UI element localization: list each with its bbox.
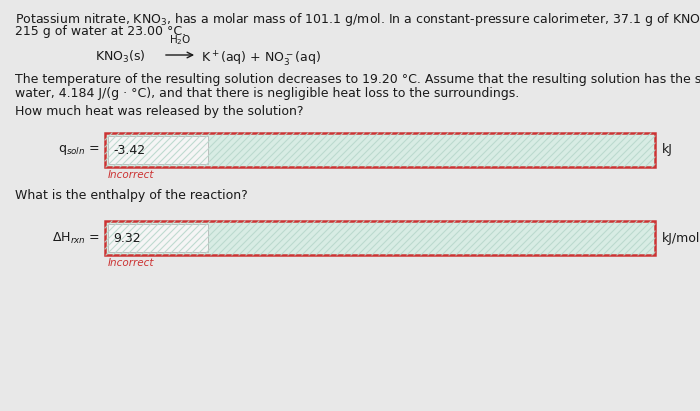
- Text: ΔH$_{rxn}$ =: ΔH$_{rxn}$ =: [52, 231, 100, 245]
- FancyBboxPatch shape: [108, 136, 208, 164]
- Text: Incorrect: Incorrect: [108, 170, 155, 180]
- Text: -3.42: -3.42: [113, 143, 145, 157]
- Text: Potassium nitrate, KNO$_3$, has a molar mass of 101.1 g/mol. In a constant-press: Potassium nitrate, KNO$_3$, has a molar …: [15, 11, 700, 28]
- Text: H$_2$O: H$_2$O: [169, 33, 191, 47]
- Text: 215 g of water at 23.00 °C.: 215 g of water at 23.00 °C.: [15, 25, 186, 38]
- Text: The temperature of the resulting solution decreases to 19.20 °C. Assume that the: The temperature of the resulting solutio…: [15, 73, 700, 86]
- Text: What is the enthalpy of the reaction?: What is the enthalpy of the reaction?: [15, 189, 248, 202]
- Text: q$_{soln}$ =: q$_{soln}$ =: [59, 143, 100, 157]
- FancyBboxPatch shape: [108, 224, 208, 252]
- FancyBboxPatch shape: [105, 221, 655, 255]
- Text: How much heat was released by the solution?: How much heat was released by the soluti…: [15, 105, 304, 118]
- Text: KNO$_3$(s): KNO$_3$(s): [95, 49, 146, 65]
- Text: Incorrect: Incorrect: [108, 258, 155, 268]
- FancyBboxPatch shape: [105, 133, 655, 167]
- Text: kJ: kJ: [662, 143, 673, 157]
- Text: K$^+$(aq) + NO$_3^-$(aq): K$^+$(aq) + NO$_3^-$(aq): [201, 49, 321, 68]
- Text: water, 4.184 J/(g · °C), and that there is negligible heat loss to the surroundi: water, 4.184 J/(g · °C), and that there …: [15, 87, 519, 100]
- Text: 9.32: 9.32: [113, 231, 141, 245]
- Text: kJ/mol: kJ/mol: [662, 231, 700, 245]
